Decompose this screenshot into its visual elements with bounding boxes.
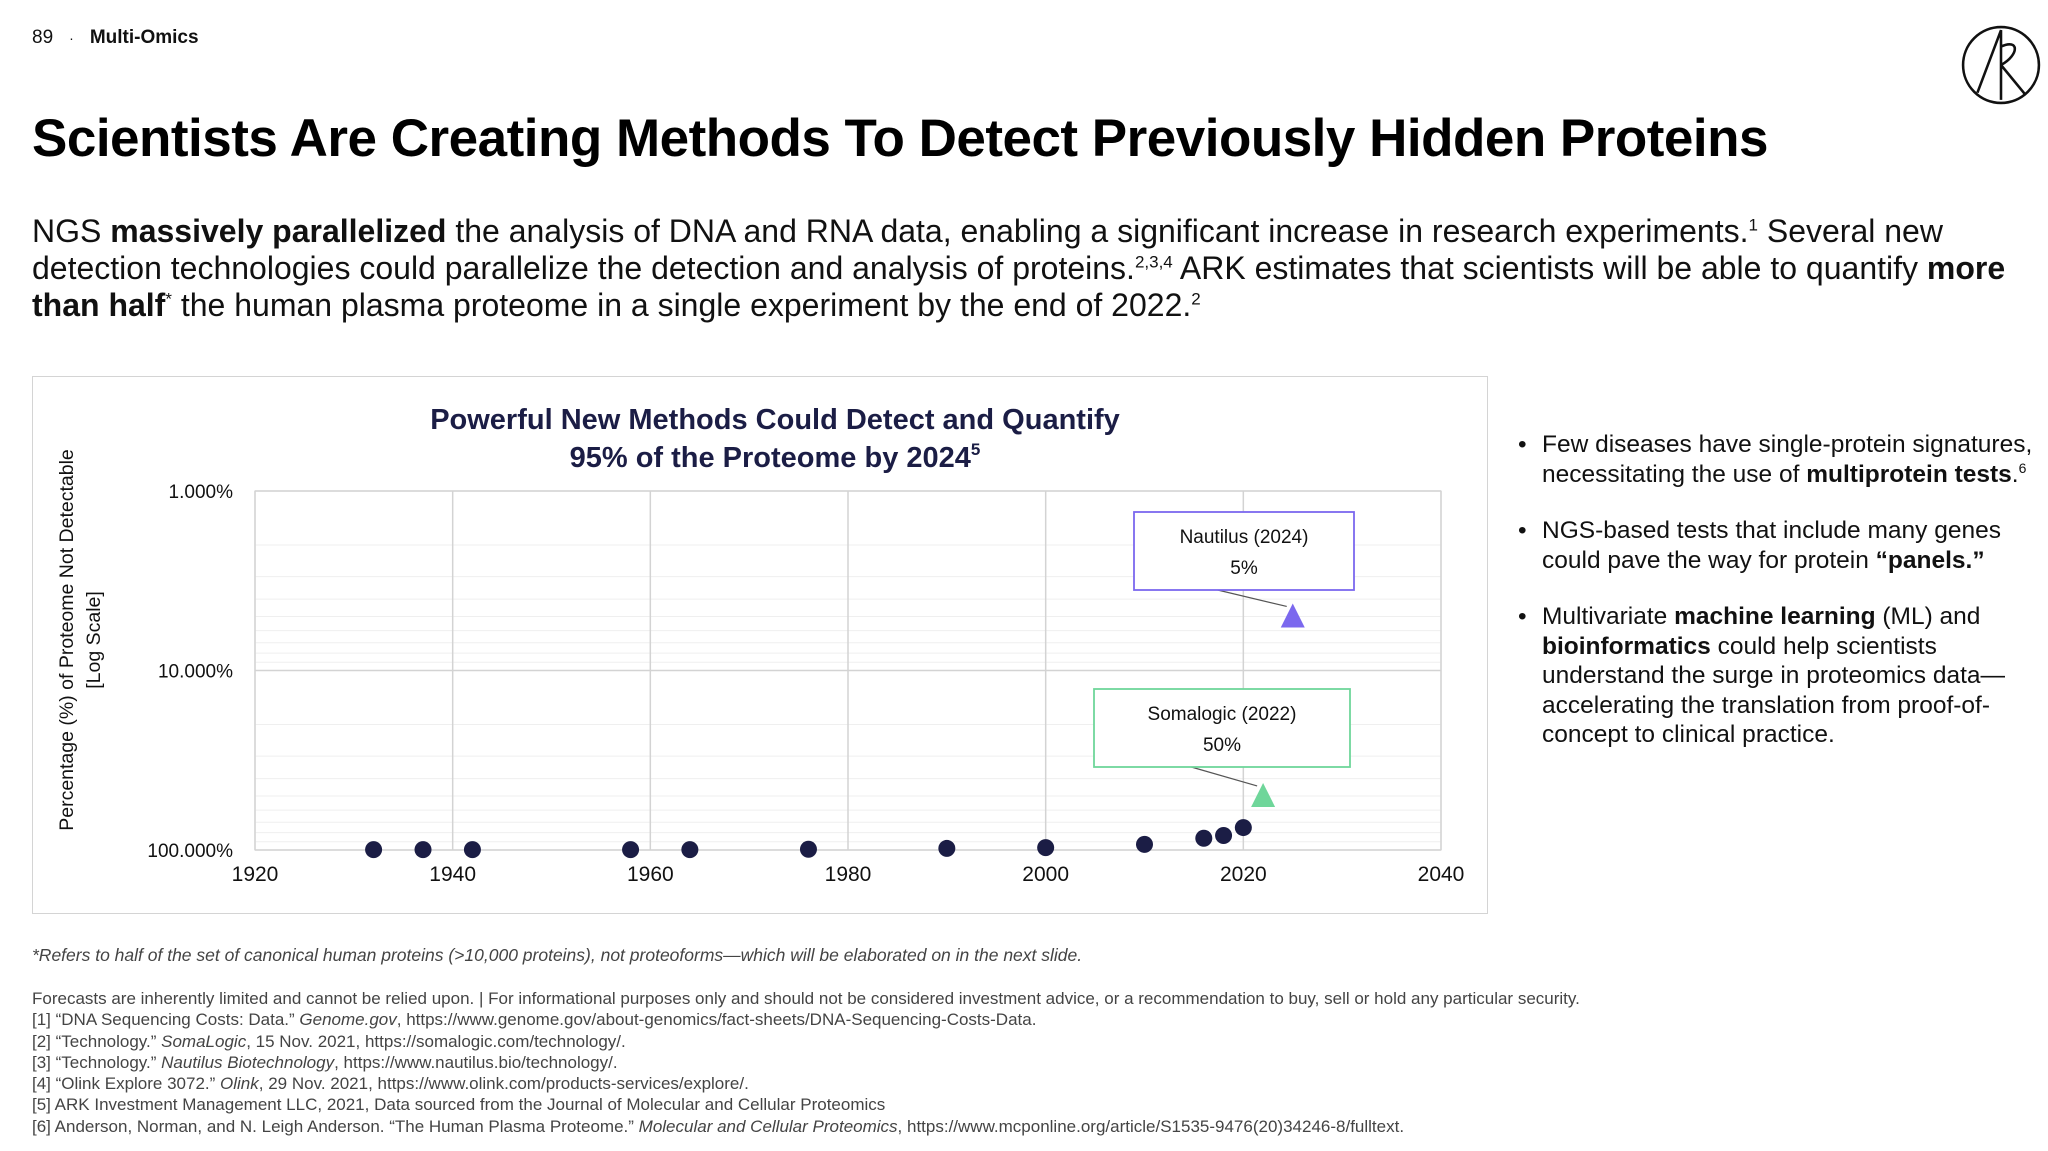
intro-paragraph: NGS massively parallelized the analysis … xyxy=(32,213,2006,323)
sources-list: Forecasts are inherently limited and can… xyxy=(32,988,1580,1137)
callout-leader-line xyxy=(1191,766,1258,787)
x-tick-label: 1920 xyxy=(232,863,279,886)
source-2: [2] “Technology.” SomaLogic, 15 Nov. 202… xyxy=(32,1031,626,1051)
data-point xyxy=(1037,839,1055,857)
disclaimer: Forecasts are inherently limited and can… xyxy=(32,989,1580,1008)
chart-footnote: *Refers to half of the set of canonical … xyxy=(32,945,1083,965)
y-tick-label: 10.000% xyxy=(158,662,233,683)
x-tick-label: 1940 xyxy=(429,863,476,886)
section-label: Multi-Omics xyxy=(89,27,199,48)
x-tick-label: 2040 xyxy=(1418,863,1465,886)
data-point xyxy=(1136,835,1153,853)
data-point-triangle xyxy=(1251,782,1276,807)
callout-label: Somalogic (2022) xyxy=(1148,704,1297,725)
data-point xyxy=(1234,819,1252,837)
data-point xyxy=(1195,829,1213,847)
callout-value: 50% xyxy=(1203,735,1241,756)
data-point xyxy=(799,840,817,858)
callout-value: 5% xyxy=(1230,558,1258,579)
source-1: [1] “DNA Sequencing Costs: Data.” Genome… xyxy=(32,1010,1037,1030)
page-header: 89 · Multi-Omics xyxy=(32,27,199,49)
data-point xyxy=(938,839,956,857)
callout-box xyxy=(1133,511,1355,591)
y-axis-label-line-2: [Log Scale] xyxy=(83,591,105,689)
source-6: [6] Anderson, Norman, and N. Leigh Ander… xyxy=(32,1116,1405,1136)
x-tick-label: 1960 xyxy=(627,863,674,886)
callout-leader-line xyxy=(1217,589,1287,608)
x-tick-label: 2000 xyxy=(1022,863,1069,886)
chart-title-line-1: Powerful New Methods Could Detect and Qu… xyxy=(430,404,1120,436)
y-tick-label: 1.000% xyxy=(169,482,234,503)
bullet-multiprotein-tests: Few diseases have single-protein signatu… xyxy=(1518,430,2038,489)
bullet-protein-panels: NGS-based tests that include many genes … xyxy=(1518,516,2038,575)
data-point xyxy=(463,841,481,859)
x-tick-label: 1980 xyxy=(825,863,872,886)
chart-title-line-2: 95% of the Proteome by 20245 xyxy=(570,440,981,474)
key-points-list: Few diseases have single-protein signatu… xyxy=(1518,430,2038,777)
callout-label: Nautilus (2024) xyxy=(1180,527,1309,548)
data-point xyxy=(414,841,432,859)
header-separator: · xyxy=(69,30,74,46)
page-title: Scientists Are Creating Methods To Detec… xyxy=(32,109,1769,168)
y-axis-label-line-1: Percentage (%) of Proteome Not Detectabl… xyxy=(56,449,78,831)
x-tick-label: 2020 xyxy=(1220,863,1267,886)
data-point-triangle xyxy=(1280,603,1305,628)
proteome-detection-chart: Powerful New Methods Could Detect and Qu… xyxy=(56,404,1465,886)
source-4: [4] “Olink Explore 3072.” Olink, 29 Nov.… xyxy=(32,1074,749,1094)
callout-box xyxy=(1093,688,1351,768)
data-point xyxy=(681,841,699,859)
y-tick-label: 100.000% xyxy=(147,841,233,862)
data-point xyxy=(622,841,640,859)
data-point xyxy=(1215,826,1233,844)
source-5: [5] ARK Investment Management LLC, 2021,… xyxy=(32,1095,886,1115)
source-3: [3] “Technology.” Nautilus Biotechnology… xyxy=(32,1052,618,1072)
ark-logo-icon xyxy=(1961,25,2041,105)
chart-panel: Powerful New Methods Could Detect and Qu… xyxy=(32,376,1488,914)
data-point xyxy=(365,841,383,859)
page-number: 89 xyxy=(32,27,54,48)
bullet-machine-learning: Multivariate machine learning (ML) and b… xyxy=(1518,602,2038,750)
